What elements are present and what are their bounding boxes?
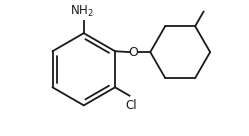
Text: NH$_2$: NH$_2$ — [70, 4, 93, 19]
Text: O: O — [128, 46, 138, 59]
Text: Cl: Cl — [125, 99, 137, 112]
